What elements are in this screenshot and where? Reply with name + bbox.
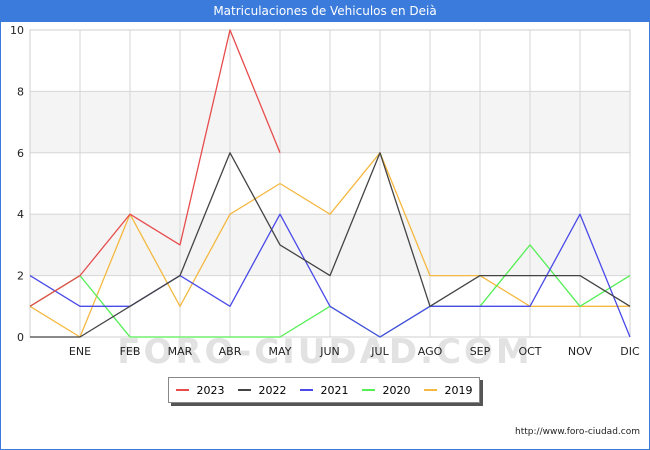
legend-swatch — [299, 389, 313, 391]
legend-swatch — [237, 389, 251, 391]
y-tick-label: 8 — [17, 85, 24, 98]
x-tick-label: AGO — [418, 345, 443, 358]
x-tick-label: ENE — [69, 345, 91, 358]
legend-swatch — [175, 389, 189, 391]
legend-item-2019: 2019 — [423, 383, 473, 397]
y-tick-label: 6 — [17, 147, 24, 160]
legend-label: 2023 — [196, 383, 225, 397]
legend-label: 2019 — [444, 383, 473, 397]
x-tick-label: MAY — [269, 345, 292, 358]
y-tick-label: 0 — [17, 331, 24, 344]
legend-label: 2020 — [382, 383, 411, 397]
x-tick-label: JUL — [370, 345, 389, 358]
x-tick-label: DIC — [620, 345, 640, 358]
source-url[interactable]: http://www.foro-ciudad.com — [515, 427, 640, 437]
x-tick-label: SEP — [470, 345, 491, 358]
series-line-2022 — [30, 152, 631, 338]
x-tick-label: JUN — [319, 345, 340, 358]
plot-border — [29, 29, 631, 338]
legend-swatch — [361, 389, 375, 391]
legend-item-2022: 2022 — [237, 383, 287, 397]
series-line-2023 — [29, 29, 281, 307]
x-tick-label: FEB — [120, 345, 141, 358]
legend-label: 2022 — [258, 383, 287, 397]
chart-legend: 2023 2022 2021 2020 2019 — [168, 377, 480, 403]
x-tick-label: OCT — [518, 345, 541, 358]
x-tick-label: MAR — [168, 345, 193, 358]
legend-item-2020: 2020 — [361, 383, 411, 397]
watermark: FORO-CIUDAD.COM — [117, 332, 533, 372]
y-tick-label: 2 — [17, 270, 24, 283]
chart-title: Matriculaciones de Vehiculos en Deià — [0, 0, 650, 22]
x-tick-label: NOV — [568, 345, 593, 358]
legend-item-2021: 2021 — [299, 383, 349, 397]
y-tick-label: 10 — [10, 24, 24, 37]
x-tick-label: ABR — [219, 345, 242, 358]
y-tick-label: 4 — [17, 208, 24, 221]
legend-item-2023: 2023 — [175, 383, 225, 397]
legend-label: 2021 — [320, 383, 349, 397]
legend-swatch — [423, 389, 437, 391]
